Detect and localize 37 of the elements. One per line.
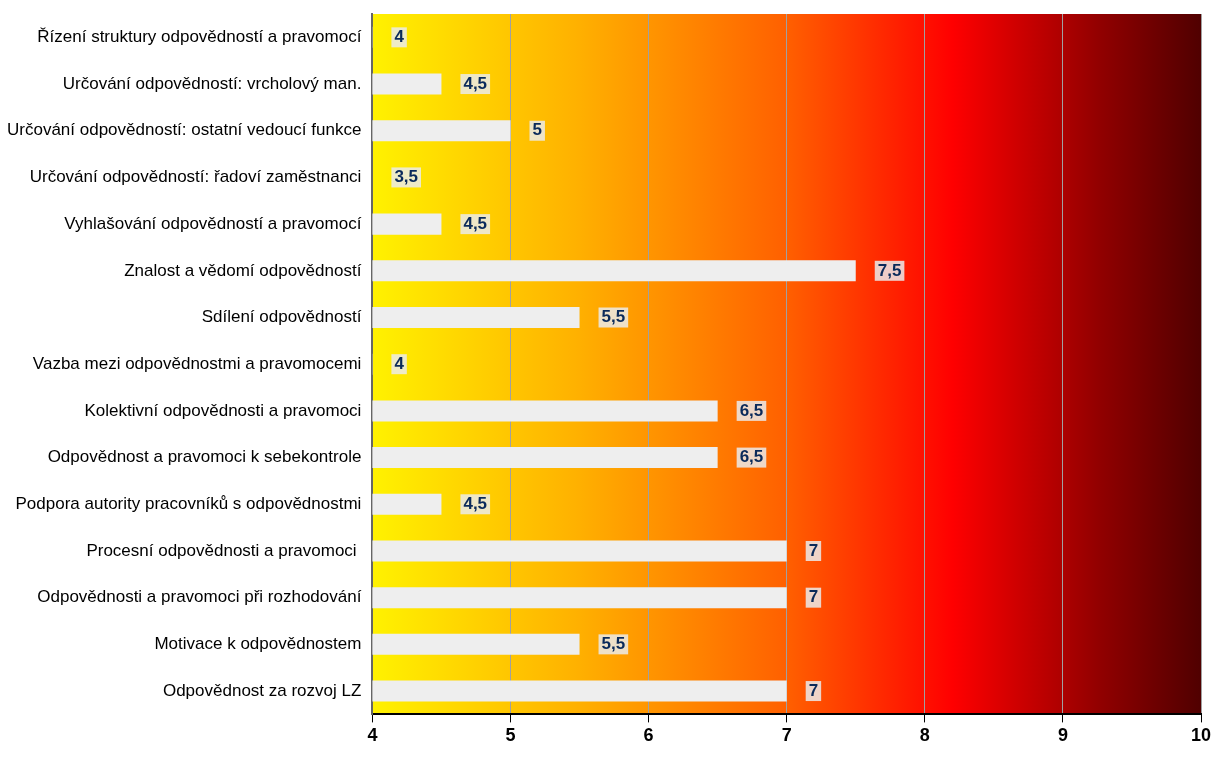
y-tick-label: Kolektivní odpovědnosti a pravomoci (84, 400, 362, 420)
data-label: 4 (394, 353, 405, 373)
data-label: 4,5 (463, 493, 488, 513)
data-label: 5 (532, 120, 542, 140)
data-label: 4,5 (463, 73, 488, 93)
y-tick-label: Odpovědnosti a pravomoci při rozhodování (37, 587, 362, 607)
x-tick-label: 6 (643, 725, 654, 746)
data-label: 5,5 (601, 307, 626, 327)
y-tick-label: Vazba mezi odpovědnostmi a pravomocemi (32, 353, 362, 373)
x-tick-label: 5 (505, 725, 516, 746)
y-tick-label: Procesní odpovědnosti a pravomoci (86, 540, 362, 560)
data-label: 4 (394, 27, 405, 47)
y-tick-label: Řízení struktury odpovědností a pravomocí (37, 27, 362, 47)
y-tick-label: Sdílení odpovědností (201, 307, 362, 327)
data-label: 7 (808, 587, 819, 607)
x-tick-label: 10 (1190, 725, 1212, 746)
text: 3,5 (394, 167, 419, 187)
x-tick-label: 9 (1057, 725, 1068, 746)
y-tick-label: Odpovědnost a pravomoci k sebekontrole (47, 447, 362, 467)
x-tick-label: 8 (919, 725, 930, 746)
data-label: 7 (808, 540, 819, 560)
y-tick-label: Určování odpovědností: řadoví zaměstnanci (29, 167, 362, 187)
y-tick-label: Podpora autority pracovníků s odpovědnostmi (15, 493, 362, 513)
y-tick-label: Odpovědnost za rozvoj LZ (162, 680, 362, 700)
y-tick-label: Motivace k odpovědnostem (154, 634, 362, 654)
x-tick-label: 7 (781, 725, 792, 746)
data-label: 6,5 (739, 447, 764, 467)
y-tick-label: Vyhlašování odpovědností a pravomocí (64, 213, 362, 233)
x-tick-label: 4 (367, 725, 378, 746)
data-label: 5,5 (601, 634, 626, 654)
y-tick-label: Určování odpovědností: vrcholový man. (62, 73, 362, 93)
y-tick-label: Znalost a vědomí odpovědností (124, 260, 362, 280)
data-label: 7 (808, 680, 819, 700)
y-tick-label: Určování odpovědností: ostatní vedoucí funkce (6, 120, 362, 140)
data-label: 7,5 (877, 260, 902, 280)
data-label: 6,5 (739, 400, 764, 420)
data-label: 4,5 (463, 213, 488, 233)
